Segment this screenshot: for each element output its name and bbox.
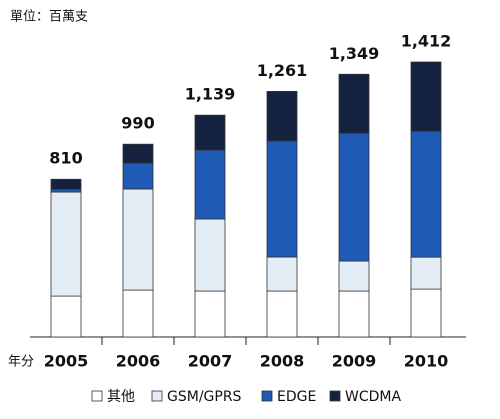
bar-segment [50,188,82,193]
bar-segment [122,162,154,190]
bar-segment [50,295,82,338]
bar-segment [266,140,298,258]
total-label: 1,139 [185,85,236,104]
x-tick-label: 2010 [404,352,449,371]
x-tick-label: 2006 [116,352,161,371]
legend-swatch [151,390,163,402]
bar-segment [266,91,298,142]
bar-segment [50,178,82,190]
bar-segment [410,130,442,258]
total-label: 990 [121,114,154,133]
bar-segment [338,132,370,262]
legend-label: 其他 [107,389,135,405]
unit-note: 單位：百萬支 [10,10,88,25]
legend-label: GSM/GPRS [167,389,242,405]
legend-swatch [329,390,341,402]
x-tick-label: 2005 [44,352,89,371]
bar-segment [50,191,82,297]
bar-segment [410,61,442,132]
bar-segment [266,290,298,338]
bar-segment [122,188,154,291]
total-label: 1,261 [257,61,308,80]
bar-segment [266,256,298,292]
bar-segment [122,143,154,164]
bar-segment [338,260,370,292]
x-tick-label: 2009 [332,352,377,371]
legend-label: WCDMA [345,389,401,405]
bar-segment [194,218,226,292]
x-axis-label: 年分 [8,355,34,370]
bar-segment [194,290,226,338]
bar-segment [194,149,226,220]
legend-swatch [261,390,273,402]
bar-segment [338,73,370,134]
bar-segment [338,290,370,338]
legend-label: EDGE [277,389,316,405]
total-label: 1,349 [329,44,380,63]
bar-segment [122,289,154,338]
bar-segment [410,288,442,338]
total-label: 810 [49,149,82,168]
legend-swatch [91,390,103,402]
x-tick-label: 2007 [188,352,233,371]
total-label: 1,412 [401,32,452,51]
bar-segment [194,114,226,151]
bar-segment [410,256,442,290]
x-tick-label: 2008 [260,352,305,371]
